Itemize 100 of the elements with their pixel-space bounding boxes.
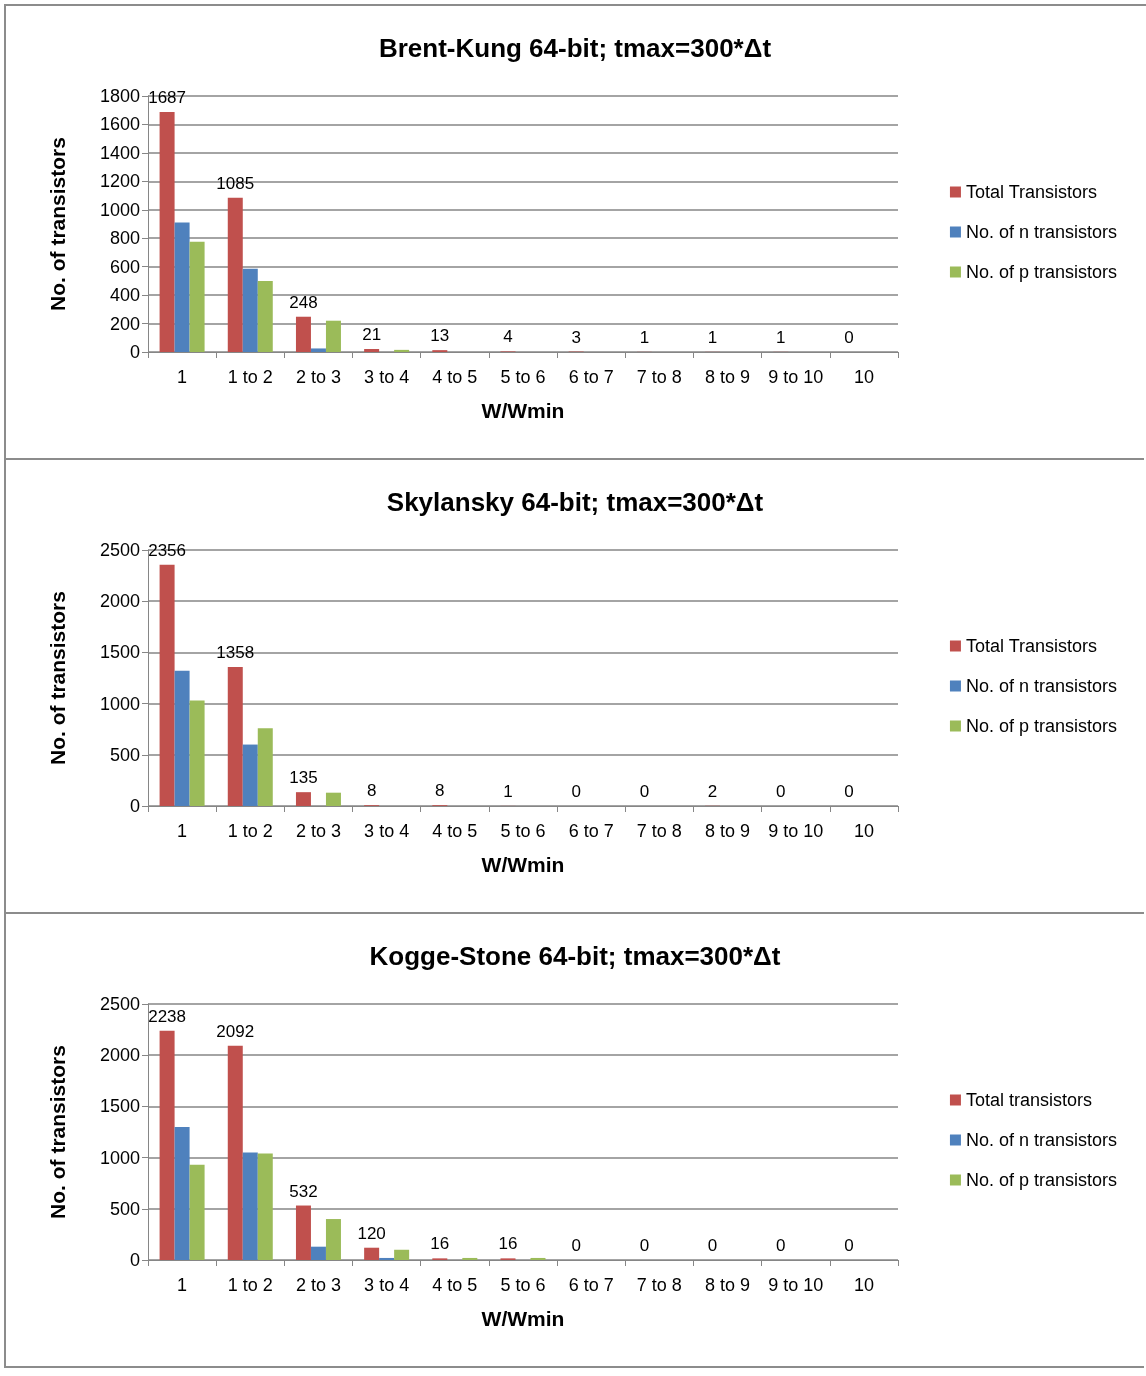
bar — [242, 268, 258, 352]
x-tick-label: 8 to 9 — [705, 367, 751, 387]
legend-label: Total Transistors — [965, 636, 1097, 656]
bar — [310, 348, 326, 352]
x-tick-label: 2 to 3 — [295, 1275, 341, 1295]
x-tick-label: 6 to 7 — [568, 367, 614, 387]
y-tick-label: 500 — [109, 1198, 140, 1219]
y-tick-label: 500 — [109, 744, 140, 765]
bar — [379, 1257, 395, 1260]
data-label: 135 — [289, 768, 318, 788]
legend-label: Total transistors — [965, 1090, 1092, 1110]
legend-label: Total Transistors — [965, 182, 1097, 202]
chart-title: Skylansky 64-bit; tmax=300*Δt — [386, 487, 764, 517]
data-label: 0 — [639, 782, 650, 801]
data-label: 248 — [289, 292, 318, 312]
x-tick-label: 4 to 5 — [432, 1275, 478, 1295]
x-tick-label: 8 to 9 — [705, 821, 751, 841]
bar — [159, 564, 175, 806]
x-tick-label: 9 to 10 — [768, 821, 824, 841]
x-tick-label: 4 to 5 — [432, 821, 478, 841]
bar — [227, 666, 243, 806]
data-label: 120 — [357, 1223, 386, 1243]
legend-label: No. of p transistors — [965, 1170, 1117, 1190]
data-label: 0 — [707, 1236, 718, 1255]
bar — [174, 1126, 190, 1260]
data-label: 21 — [362, 325, 382, 345]
y-tick-label: 1600 — [99, 114, 140, 135]
bar — [394, 349, 410, 352]
y-tick-label: 1200 — [99, 171, 140, 192]
y-axis-title: No. of transistors — [46, 137, 69, 311]
bar — [530, 1257, 546, 1260]
x-tick-label: 5 to 6 — [500, 821, 546, 841]
x-tick-label: 5 to 6 — [500, 1275, 546, 1295]
chart-title: Kogge-Stone 64-bit; tmax=300*Δt — [369, 941, 781, 971]
x-tick-label: 7 to 8 — [636, 821, 682, 841]
data-label: 16 — [498, 1234, 518, 1254]
y-tick-label: 1000 — [99, 199, 140, 220]
bar — [189, 700, 205, 806]
y-tick-label: 200 — [109, 313, 140, 334]
bar — [227, 1045, 243, 1260]
x-tick-label: 1 — [177, 821, 188, 841]
x-axis-title: W/Wmin — [481, 853, 565, 876]
data-label: 1 — [775, 327, 786, 347]
y-tick-label: 600 — [109, 256, 140, 277]
data-label: 1 — [503, 781, 513, 801]
data-label: 2356 — [148, 540, 186, 560]
y-tick-label: 0 — [129, 342, 140, 362]
bar — [310, 1246, 326, 1260]
bar — [364, 349, 380, 352]
x-tick-label: 6 to 7 — [568, 1275, 614, 1295]
y-tick-label: 1800 — [99, 86, 140, 106]
x-axis-title: W/Wmin — [481, 399, 565, 422]
legend-label: No. of p transistors — [965, 716, 1117, 736]
data-label: 0 — [775, 782, 786, 801]
bar — [325, 792, 341, 806]
data-label: 2 — [707, 781, 718, 801]
y-tick-label: 400 — [109, 285, 140, 306]
bar — [257, 728, 273, 806]
x-tick-label: 1 — [177, 1275, 188, 1295]
data-label: 0 — [639, 1236, 650, 1255]
x-tick-label: 7 to 8 — [636, 1275, 682, 1295]
data-label: 1358 — [216, 642, 255, 662]
bar — [462, 1257, 478, 1260]
x-tick-label: 10 — [853, 1275, 874, 1295]
data-label: 3 — [571, 327, 581, 347]
y-tick-label: 1500 — [99, 642, 140, 663]
bar — [325, 1219, 341, 1260]
x-tick-label: 2 to 3 — [295, 367, 341, 387]
bar — [364, 1247, 380, 1260]
bar — [295, 316, 311, 352]
data-label: 13 — [430, 326, 450, 346]
x-tick-label: 3 to 4 — [364, 821, 410, 841]
data-label: 1 — [707, 327, 718, 347]
bar — [189, 1164, 205, 1260]
data-label: 0 — [844, 1236, 854, 1255]
y-tick-label: 0 — [129, 796, 140, 816]
x-tick-label: 1 to 2 — [227, 821, 273, 841]
y-tick-label: 1000 — [99, 1147, 140, 1168]
x-tick-label: 1 to 2 — [227, 1275, 273, 1295]
legend-label: No. of n transistors — [965, 676, 1117, 696]
bar — [189, 241, 205, 352]
data-label: 1085 — [216, 173, 255, 193]
data-label: 2092 — [216, 1021, 255, 1041]
bar — [257, 1153, 273, 1260]
y-tick-label: 1500 — [99, 1096, 140, 1117]
x-tick-label: 10 — [853, 367, 874, 387]
chart-title: Brent-Kung 64-bit; tmax=300*Δt — [378, 33, 772, 63]
bar — [159, 1030, 175, 1260]
legend-label: No. of n transistors — [965, 1130, 1117, 1150]
x-tick-label: 6 to 7 — [568, 821, 614, 841]
x-tick-label: 7 to 8 — [636, 367, 682, 387]
bar — [242, 744, 258, 806]
data-label: 1 — [639, 327, 650, 347]
x-tick-label: 9 to 10 — [768, 367, 824, 387]
x-tick-label: 1 — [177, 367, 188, 387]
data-label: 0 — [571, 1236, 581, 1255]
data-label: 0 — [571, 782, 581, 801]
y-tick-label: 1000 — [99, 693, 140, 714]
data-label: 2238 — [148, 1006, 186, 1026]
y-tick-label: 800 — [109, 228, 140, 249]
